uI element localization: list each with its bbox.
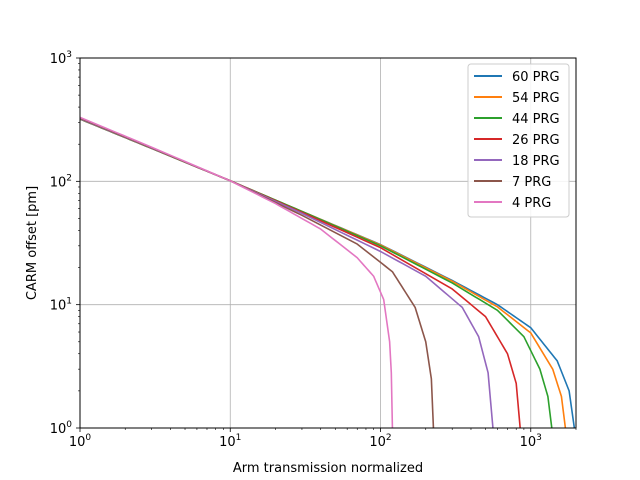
x-tick-label: 102 (369, 433, 391, 450)
legend-label: 54 PRG (512, 91, 560, 106)
series-line (80, 116, 394, 428)
legend-label: 44 PRG (512, 112, 560, 127)
series-lines (80, 116, 576, 428)
x-tick-label: 103 (520, 433, 542, 450)
y-axis-label: CARM offset [pm] (25, 186, 40, 300)
plot-frame (79, 57, 577, 429)
legend-frame (467, 63, 570, 218)
legend-label: 7 PRG (512, 175, 551, 190)
y-tick-label: 102 (50, 173, 72, 190)
axis-ticks: 100 101 102 103 100 101 102 103 (50, 50, 577, 450)
legend: 60 PRG 54 PRG 44 PRG 26 PRG 18 PRG 7 PRG 4 PRG (467, 63, 570, 218)
y-tick-label: 103 (50, 50, 72, 67)
y-tick-label: 100 (50, 420, 73, 437)
x-tick-label: 100 (69, 433, 92, 450)
x-axis-label: Arm transmission normalized (233, 461, 423, 476)
legend-label: 18 PRG (512, 154, 560, 169)
legend-label: 4 PRG (512, 196, 551, 211)
legend-label: 60 PRG (512, 70, 560, 85)
legend-label: 26 PRG (512, 133, 560, 148)
x-tick-label: 101 (219, 433, 241, 450)
y-tick-label: 101 (50, 297, 72, 314)
